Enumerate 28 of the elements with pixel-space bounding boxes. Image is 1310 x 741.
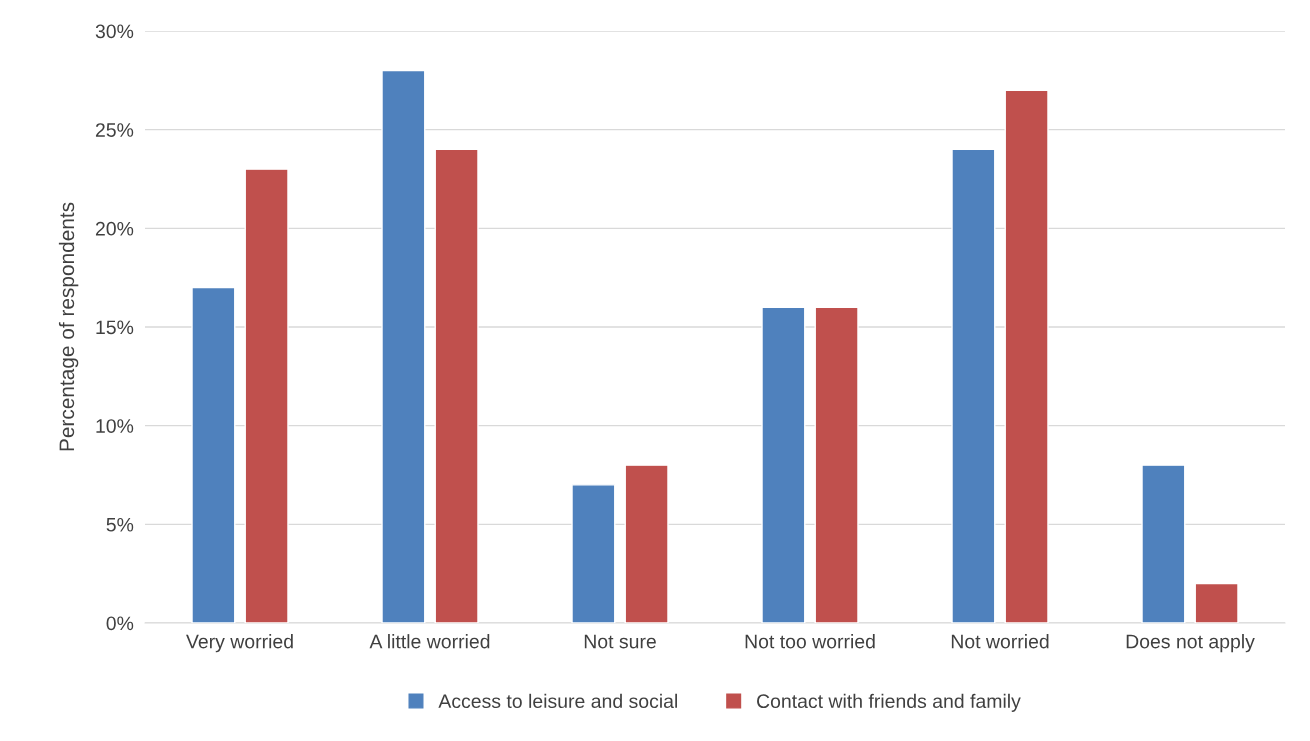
x-tick-label: Not sure: [584, 634, 656, 649]
y-tick-label: 15%: [96, 320, 134, 335]
y-tick-label: 25%: [95, 123, 134, 137]
y-tick-label: 10%: [96, 419, 134, 433]
bar: [624, 464, 669, 623]
legend-label: Contact with friends and family: [757, 693, 1021, 712]
y-tick-label: 5%: [106, 517, 134, 532]
legend-label: Access to leisure and social: [438, 693, 677, 709]
x-tick-label: Very worried: [186, 634, 293, 653]
x-tick-label: Not too worried: [745, 634, 875, 649]
bar: [1004, 89, 1049, 623]
bar: [814, 306, 859, 623]
bar: [1141, 464, 1186, 623]
bar: [761, 306, 806, 623]
x-tick-label: Does not apply: [1126, 634, 1255, 653]
bar: [381, 69, 426, 623]
y-tick-label: 30%: [95, 24, 134, 39]
bar: [244, 168, 289, 623]
bar: [951, 148, 996, 623]
bar: [191, 286, 236, 623]
y-tick-label: 20%: [95, 221, 134, 236]
x-tick-label: A little worried: [369, 634, 490, 649]
y-axis-title: Percentage of respondents: [58, 202, 79, 451]
x-tick-label: Not worried: [951, 634, 1049, 649]
bar: [571, 484, 616, 623]
y-tick-label: 0%: [106, 616, 134, 631]
bar: [434, 148, 479, 623]
bar: [1194, 582, 1239, 623]
